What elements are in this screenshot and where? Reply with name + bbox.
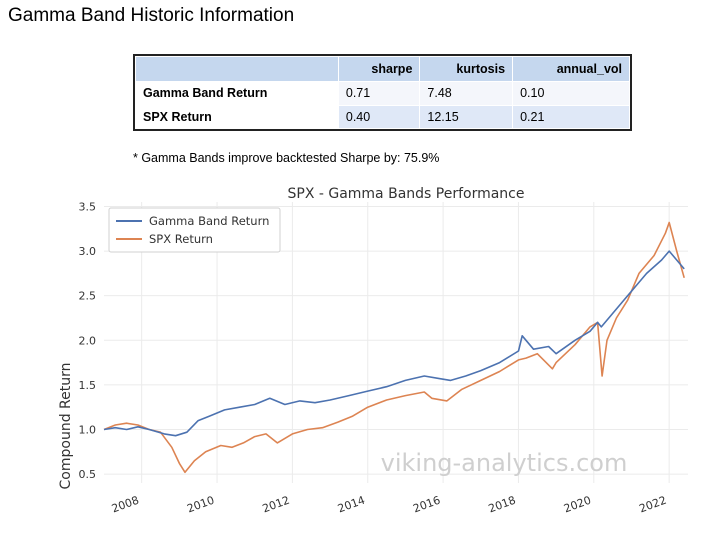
y-tick-label: 3.5 <box>79 200 97 213</box>
x-tick-label: 2014 <box>336 494 367 516</box>
y-tick-label: 2.5 <box>79 290 97 303</box>
chart-legend: Gamma Band Return SPX Return <box>108 207 281 253</box>
row-label: Gamma Band Return <box>135 81 339 106</box>
x-tick-label: 2012 <box>261 494 292 516</box>
x-tick-label: 2010 <box>185 494 216 516</box>
row-label: SPX Return <box>135 104 339 129</box>
annual-vol-cell: 0.21 <box>512 104 630 129</box>
legend-label-gamma: Gamma Band Return <box>149 214 269 228</box>
x-tick-label: 2008 <box>110 494 141 516</box>
table-header-cell: kurtosis <box>419 56 514 82</box>
table-row: Gamma Band Return 0.71 7.48 0.10 <box>135 81 630 106</box>
y-tick-label: 3.0 <box>79 245 97 258</box>
x-tick-label: 2020 <box>562 494 593 516</box>
stats-table: sharpe kurtosis annual_vol Gamma Band Re… <box>133 54 632 131</box>
legend-label-spx: SPX Return <box>149 232 213 246</box>
table-header-cell <box>135 56 339 82</box>
page-title: Gamma Band Historic Information <box>8 5 295 26</box>
chart-title: SPX - Gamma Bands Performance <box>287 186 524 202</box>
y-tick-label: 1.5 <box>79 379 97 392</box>
table-header-row: sharpe kurtosis annual_vol <box>135 56 630 82</box>
y-tick-label: 0.5 <box>79 468 97 481</box>
annual-vol-cell: 0.10 <box>512 81 630 106</box>
table-header-cell: sharpe <box>337 56 421 82</box>
performance-chart: SPX - Gamma Bands Performance viking-ana… <box>58 186 688 516</box>
table-header-cell: annual_vol <box>512 56 630 82</box>
series-line-gamma <box>103 250 685 437</box>
x-tick-label: 2016 <box>411 494 442 516</box>
kurtosis-cell: 12.15 <box>419 104 514 129</box>
y-tick-label: 2.0 <box>79 334 97 347</box>
y-axis-label: Compound Return <box>58 363 74 490</box>
x-tick-label: 2018 <box>487 494 518 516</box>
sharpe-cell: 0.71 <box>337 81 421 106</box>
table-row: SPX Return 0.40 12.15 0.21 <box>135 104 630 129</box>
series-line-spx <box>103 221 685 474</box>
y-tick-label: 1.0 <box>79 423 97 436</box>
x-tick-label: 2022 <box>637 494 668 516</box>
legend-box <box>108 207 281 253</box>
sharpe-cell: 0.40 <box>337 104 421 129</box>
chart-series <box>103 221 685 474</box>
sharpe-note: * Gamma Bands improve backtested Sharpe … <box>133 151 440 165</box>
kurtosis-cell: 7.48 <box>419 81 514 106</box>
watermark: viking-analytics.com <box>381 449 628 477</box>
